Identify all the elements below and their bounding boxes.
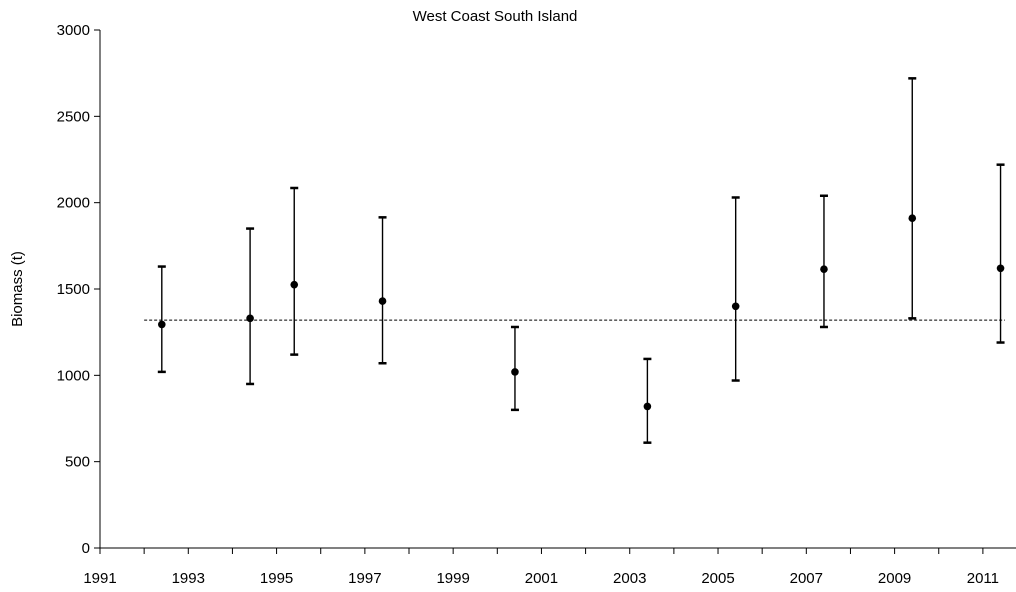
x-tick-label: 2005 <box>701 570 734 587</box>
data-point <box>731 302 740 311</box>
data-point <box>908 214 917 223</box>
data-point-group <box>157 265 166 374</box>
y-tick-label: 3000 <box>57 22 90 39</box>
data-point <box>820 265 828 273</box>
x-tick-label: 2011 <box>967 570 999 587</box>
y-tick-label: 500 <box>65 454 90 471</box>
x-tick-label: 2007 <box>790 570 823 587</box>
x-tick-label: 1991 <box>83 570 116 587</box>
chart-title: West Coast South Island <box>413 8 578 25</box>
x-tick-label: 2009 <box>878 570 911 587</box>
y-tick-label: 0 <box>82 540 90 557</box>
x-tick-label: 1999 <box>436 570 469 587</box>
data-point <box>290 280 299 289</box>
x-tick-label: 1997 <box>348 570 381 587</box>
y-axis-title: Biomass (t) <box>9 251 26 327</box>
y-tick-label: 1500 <box>57 281 90 298</box>
data-point <box>158 320 166 329</box>
data-point-group <box>819 194 828 329</box>
data-point <box>643 402 652 411</box>
data-point-group <box>996 163 1005 344</box>
data-point <box>378 297 387 305</box>
data-point-group <box>246 227 255 386</box>
data-point-group <box>510 325 519 412</box>
data-marks <box>157 77 1005 444</box>
x-tick-label: 1993 <box>172 570 205 587</box>
data-point-group <box>290 186 299 356</box>
x-tick-label: 1995 <box>260 570 293 587</box>
data-point-group <box>908 77 917 320</box>
axes: 0 500 1000 1500 2000 2500 3000 1991 1993 1995 1997… <box>57 22 1016 587</box>
data-point-group <box>378 216 387 365</box>
y-tick-label: 2500 <box>57 108 90 125</box>
x-tick-label: 2003 <box>613 570 646 587</box>
data-point-group <box>643 357 652 444</box>
y-tick-label: 1000 <box>57 367 90 384</box>
data-point <box>511 368 519 376</box>
data-point <box>246 314 254 323</box>
data-point-group <box>731 196 740 382</box>
x-tick-label: 2001 <box>525 570 558 587</box>
y-tick-label: 2000 <box>57 195 90 212</box>
data-point <box>996 264 1005 273</box>
